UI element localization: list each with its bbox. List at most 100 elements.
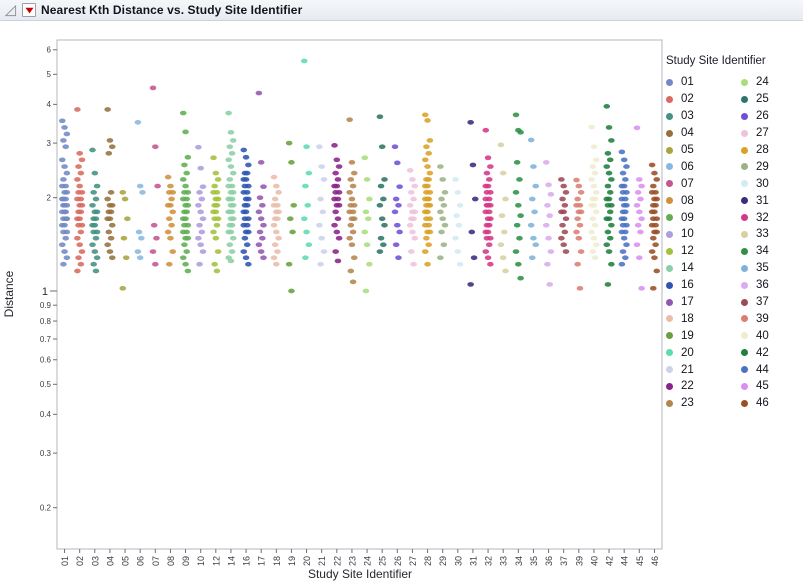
scatter-point[interactable]	[603, 104, 611, 109]
scatter-point[interactable]	[195, 235, 202, 241]
scatter-point[interactable]	[361, 229, 369, 235]
scatter-point[interactable]	[197, 165, 204, 171]
scatter-point[interactable]	[376, 114, 384, 120]
scatter-point[interactable]	[302, 183, 309, 189]
scatter-point[interactable]	[531, 209, 538, 215]
scatter-point[interactable]	[273, 229, 280, 235]
scatter-point[interactable]	[273, 183, 280, 189]
scatter-point[interactable]	[229, 235, 237, 241]
scatter-point[interactable]	[106, 138, 114, 143]
scatter-point[interactable]	[470, 255, 478, 261]
legend-item-18[interactable]: 18	[666, 310, 725, 327]
scatter-point[interactable]	[608, 261, 615, 267]
scatter-point[interactable]	[441, 222, 449, 228]
legend-item-35[interactable]: 35	[741, 260, 800, 277]
scatter-point[interactable]	[542, 160, 550, 165]
scatter-point[interactable]	[439, 177, 446, 182]
scatter-point[interactable]	[424, 196, 431, 202]
scatter-point[interactable]	[61, 209, 68, 215]
scatter-point[interactable]	[135, 229, 143, 235]
legend-item-33[interactable]: 33	[741, 226, 800, 243]
scatter-point[interactable]	[58, 183, 66, 189]
scatter-point[interactable]	[485, 177, 493, 182]
scatter-point[interactable]	[104, 242, 111, 248]
scatter-point[interactable]	[179, 255, 187, 261]
scatter-point[interactable]	[214, 249, 222, 254]
scatter-point[interactable]	[182, 216, 189, 222]
scatter-point[interactable]	[93, 255, 101, 261]
scatter-point[interactable]	[605, 125, 613, 130]
scatter-point[interactable]	[350, 255, 358, 261]
scatter-point[interactable]	[516, 177, 523, 182]
scatter-point[interactable]	[394, 160, 401, 166]
scatter-point[interactable]	[545, 182, 552, 188]
scatter-point[interactable]	[226, 177, 234, 182]
scatter-point[interactable]	[319, 209, 327, 215]
scatter-point[interactable]	[197, 209, 204, 215]
scatter-point[interactable]	[622, 209, 629, 215]
scatter-point[interactable]	[590, 202, 598, 208]
scatter-point[interactable]	[396, 229, 403, 235]
legend-item-45[interactable]: 45	[741, 378, 800, 395]
scatter-point[interactable]	[483, 235, 491, 241]
scatter-point[interactable]	[424, 164, 431, 169]
scatter-point[interactable]	[456, 261, 464, 267]
scatter-point[interactable]	[424, 261, 431, 267]
scatter-point[interactable]	[255, 209, 263, 215]
scatter-point[interactable]	[213, 202, 221, 208]
scatter-point[interactable]	[440, 202, 448, 208]
scatter-point[interactable]	[320, 177, 328, 182]
scatter-point[interactable]	[589, 216, 597, 222]
scatter-point[interactable]	[513, 222, 521, 228]
scatter-point[interactable]	[376, 202, 384, 208]
scatter-point[interactable]	[649, 183, 657, 189]
legend-item-05[interactable]: 05	[666, 142, 725, 159]
scatter-point[interactable]	[573, 229, 580, 235]
legend-item-03[interactable]: 03	[666, 108, 725, 125]
scatter-point[interactable]	[437, 255, 444, 261]
scatter-point[interactable]	[228, 249, 236, 254]
legend-item-26[interactable]: 26	[741, 108, 800, 125]
scatter-point[interactable]	[530, 164, 537, 169]
scatter-point[interactable]	[562, 190, 570, 195]
legend-item-23[interactable]: 23	[666, 395, 725, 412]
scatter-point[interactable]	[153, 235, 160, 241]
scatter-point[interactable]	[603, 164, 611, 169]
scatter-point[interactable]	[332, 209, 339, 215]
scatter-point[interactable]	[104, 196, 111, 202]
scatter-point[interactable]	[228, 222, 236, 228]
scatter-point[interactable]	[212, 235, 220, 241]
legend-item-34[interactable]: 34	[741, 243, 800, 260]
scatter-point[interactable]	[149, 85, 157, 91]
scatter-point[interactable]	[512, 190, 520, 195]
scatter-point[interactable]	[588, 124, 595, 130]
scatter-point[interactable]	[517, 275, 524, 281]
scatter-point[interactable]	[590, 183, 598, 189]
scatter-point[interactable]	[347, 177, 355, 182]
scatter-point[interactable]	[119, 285, 127, 291]
scatter-point[interactable]	[648, 222, 656, 228]
scatter-point[interactable]	[245, 162, 252, 168]
scatter-point[interactable]	[260, 222, 267, 228]
scatter-point[interactable]	[454, 249, 462, 254]
scatter-point[interactable]	[592, 157, 600, 163]
scatter-point[interactable]	[270, 174, 278, 180]
scatter-point[interactable]	[350, 216, 358, 222]
scatter-point[interactable]	[243, 170, 251, 176]
scatter-point[interactable]	[619, 170, 627, 176]
scatter-point[interactable]	[134, 249, 142, 254]
scatter-point[interactable]	[560, 183, 567, 189]
legend-item-21[interactable]: 21	[666, 361, 725, 378]
scatter-point[interactable]	[227, 164, 235, 169]
scatter-point[interactable]	[395, 255, 402, 261]
scatter-point[interactable]	[546, 213, 554, 219]
scatter-point[interactable]	[211, 216, 218, 222]
scatter-point[interactable]	[334, 258, 342, 264]
scatter-point[interactable]	[167, 202, 174, 208]
scatter-point[interactable]	[651, 170, 658, 176]
scatter-point[interactable]	[74, 196, 81, 202]
scatter-point[interactable]	[77, 209, 85, 215]
scatter-point[interactable]	[61, 125, 68, 130]
scatter-point[interactable]	[241, 216, 249, 222]
scatter-point[interactable]	[606, 209, 614, 215]
